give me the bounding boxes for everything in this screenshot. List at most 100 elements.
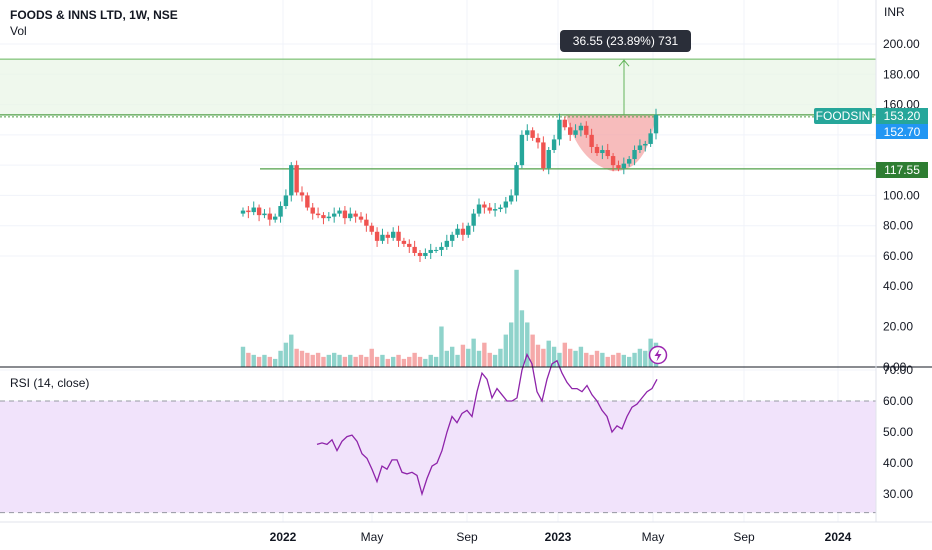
candle <box>423 252 428 256</box>
candle <box>321 215 326 219</box>
candle <box>246 210 251 213</box>
lightning-icon[interactable] <box>648 345 668 365</box>
volume-bar <box>342 356 348 367</box>
candle <box>380 234 385 241</box>
volume-bar <box>385 358 391 367</box>
time-tick-label: 2023 <box>545 530 572 544</box>
volume-bar <box>525 322 530 367</box>
candle <box>578 125 584 131</box>
candle <box>364 219 369 226</box>
candle <box>326 216 332 219</box>
time-tick-label: Sep <box>733 530 755 544</box>
volume-bar <box>621 354 627 367</box>
volume-label[interactable]: Vol <box>10 24 27 38</box>
volume-bar <box>272 358 278 367</box>
candle <box>648 133 653 144</box>
volume-bar <box>492 354 498 367</box>
volume-bar <box>471 338 476 367</box>
volume-bar <box>449 346 455 367</box>
prev-price-text: 152.70 <box>884 125 921 139</box>
candle <box>600 150 605 154</box>
symbol-tag: FOODSIN <box>814 108 872 124</box>
volume-bar <box>358 354 364 367</box>
candle <box>637 145 643 150</box>
volume-bar <box>423 358 428 367</box>
volume-bar <box>632 352 637 367</box>
measure-arrow-head <box>618 59 630 67</box>
candle <box>439 246 444 250</box>
time-axis[interactable]: 2022 May Sep 2023 May Sep 2024 <box>270 530 852 544</box>
candle <box>369 225 374 232</box>
volume-bar <box>562 342 568 367</box>
candle <box>605 150 610 157</box>
symbol-title[interactable]: FOODS & INNS LTD, 1W, NSE <box>10 8 178 22</box>
volume-bar <box>390 356 396 367</box>
candle <box>390 231 396 238</box>
candle <box>353 213 358 217</box>
volume-bar <box>299 350 305 367</box>
candle <box>348 213 353 219</box>
candle <box>626 159 632 164</box>
measure-callout-text: 36.55 (23.89%) 731 <box>573 34 679 48</box>
candle <box>508 195 514 202</box>
volume-bar <box>294 348 299 367</box>
volume-bar <box>530 334 535 367</box>
rsi-tick-label: 70.00 <box>883 363 913 377</box>
candle <box>482 204 487 208</box>
volume-bar <box>407 356 412 367</box>
candle <box>466 225 471 235</box>
candle <box>289 165 294 196</box>
candle <box>567 127 573 135</box>
candle <box>546 150 551 169</box>
candle <box>503 201 509 208</box>
volume-bar <box>514 269 519 367</box>
volume-bar <box>240 346 246 367</box>
candle <box>551 139 557 150</box>
candle <box>294 165 299 193</box>
rsi-label[interactable]: RSI (14, close) <box>10 376 89 390</box>
time-tick-label: Sep <box>456 530 478 544</box>
volume-bar <box>482 342 487 367</box>
candle <box>358 216 364 220</box>
candle <box>272 216 278 220</box>
candle <box>299 192 305 196</box>
volume-bar <box>610 354 616 367</box>
volume-bar <box>594 350 600 367</box>
volume-bar <box>637 348 643 367</box>
candle <box>385 234 391 238</box>
candles <box>240 108 659 263</box>
candle <box>653 114 659 134</box>
volume-bar <box>256 356 262 367</box>
volume-bar <box>412 352 417 367</box>
volume-bar <box>643 350 648 367</box>
volume-bar <box>380 354 385 367</box>
volume-bar <box>584 352 589 367</box>
volume-bar <box>503 334 509 367</box>
candle <box>310 207 315 214</box>
volume-bar <box>616 352 621 367</box>
candle <box>530 130 535 138</box>
candle <box>396 231 401 241</box>
candle <box>589 134 594 147</box>
volume-tick-label: 0.00 <box>883 360 907 374</box>
volume-tick-label: 20.00 <box>883 320 913 334</box>
horizontal-levels <box>0 58 876 170</box>
volume-bar <box>439 326 444 367</box>
candle <box>315 213 321 216</box>
measure-tool[interactable]: 36.55 (23.89%) 731 <box>560 30 691 115</box>
last-price-text: 153.20 <box>884 109 921 123</box>
candle <box>417 252 423 256</box>
candle <box>535 137 541 143</box>
volume-bar <box>567 348 573 367</box>
volume-bar <box>315 352 321 367</box>
candle <box>262 213 267 216</box>
volume-bar <box>262 354 267 367</box>
candle <box>444 240 450 247</box>
price-tick-label: 180.00 <box>883 67 920 81</box>
candle <box>476 204 482 214</box>
volume-bar <box>600 352 605 367</box>
volume-bar <box>278 350 283 367</box>
volume-tick-label: 40.00 <box>883 279 913 293</box>
